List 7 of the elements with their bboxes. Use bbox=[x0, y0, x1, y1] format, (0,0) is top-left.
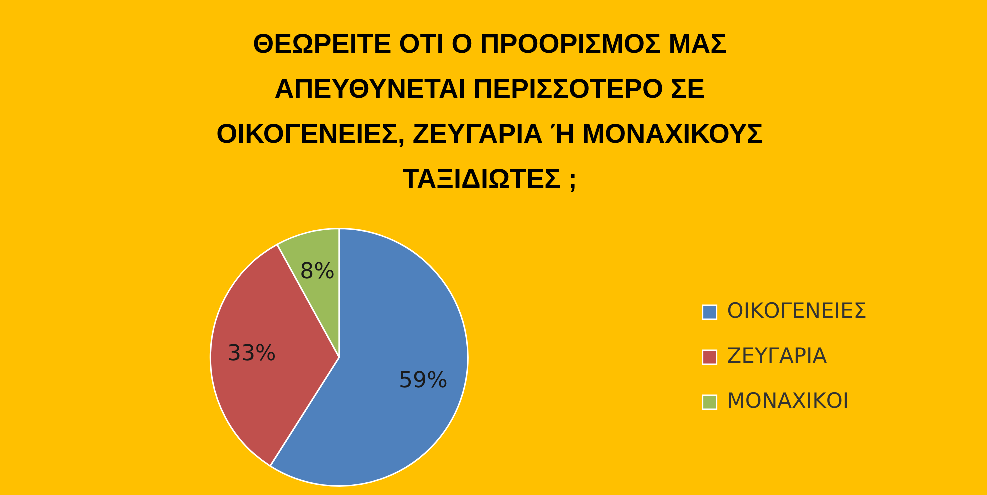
data-label: 59% bbox=[399, 368, 448, 394]
legend-label: ΜΟΝΑΧΙΚΟΙ bbox=[727, 388, 850, 413]
chart-title: ΘΕΩΡΕΙΤΕ ΟΤΙ Ο ΠΡΟΟΡΙΣΜΟΣ ΜΑΣ ΑΠΕΥΘΥΝΕΤΑΙ ΠΕΡΙΣΣΟΤΕΡΟ ΣΕ ΟΙΚΟΓΕΝΕΙΕΣ, ΖΕΥΓΑΡΙΑ Ή ΜΟΝΑΧΙΚΟΥΣ ΤΑΞΙΔΙΩΤΕΣ ; bbox=[216, 28, 764, 196]
data-label: 33% bbox=[227, 341, 276, 366]
data-label: 8% bbox=[300, 259, 336, 284]
legend-label: ΟΙΚΟΓΕΝΕΙΕΣ bbox=[727, 298, 868, 323]
legend-label: ΖΕΥΓΑΡΙΑ bbox=[727, 344, 828, 368]
